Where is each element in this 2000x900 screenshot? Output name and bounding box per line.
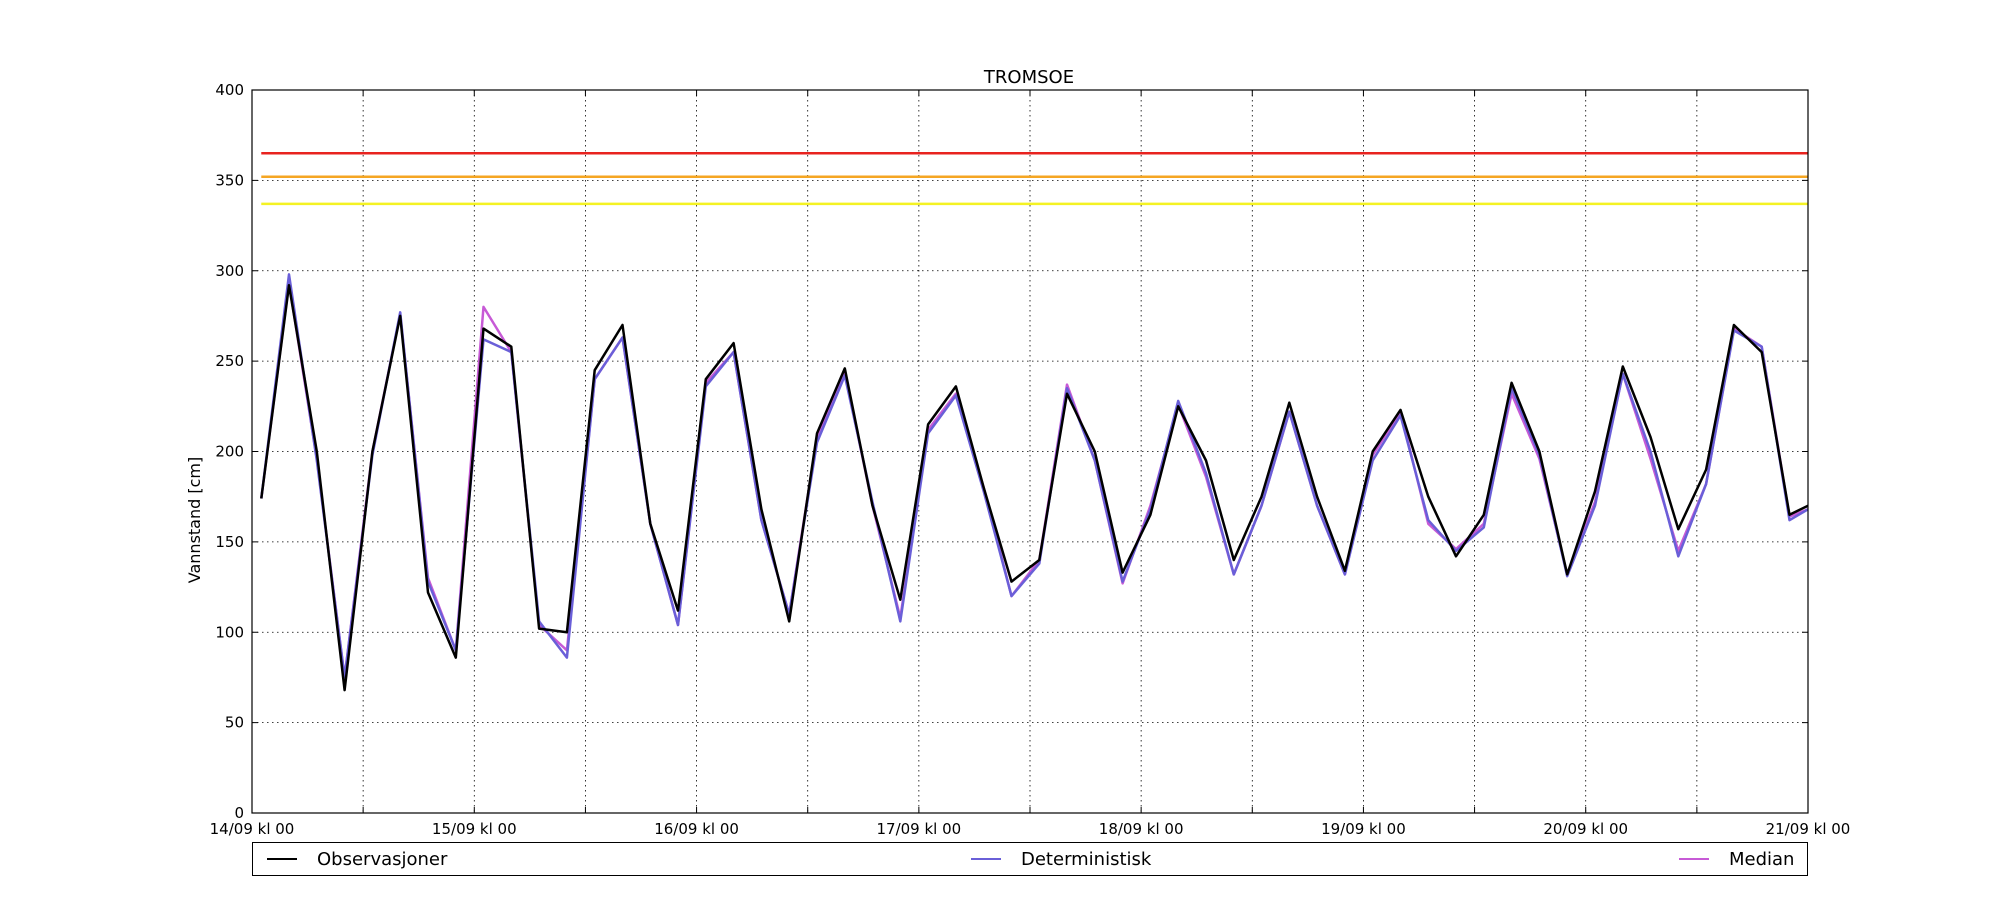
legend-item-median: Median [1679, 843, 1794, 875]
legend-item-deterministisk: Deterministisk [971, 843, 1151, 875]
y-tick-label: 50 [225, 714, 244, 732]
observasjoner-line [260, 283, 1809, 692]
y-tick-label: 350 [215, 171, 244, 189]
legend: Observasjoner Deterministisk Median [252, 842, 1808, 876]
x-tick-label: 16/09 kl 00 [654, 820, 739, 838]
y-tick-label: 100 [215, 623, 244, 641]
y-tick-label: 400 [215, 81, 244, 99]
threshold-layer [261, 152, 1808, 206]
legend-label-deterministisk: Deterministisk [1021, 848, 1152, 870]
y-tick-label: 200 [215, 443, 244, 461]
x-tick-label: 18/09 kl 00 [1099, 820, 1184, 838]
median-line [260, 282, 1809, 679]
legend-swatch-median [1679, 858, 1709, 860]
y-tick-label: 250 [215, 352, 244, 370]
legend-label-observasjoner: Observasjoner [317, 848, 448, 870]
y-axis-title: Vannstand [cm] [185, 457, 204, 583]
x-tick-label: 14/09 kl 00 [210, 820, 295, 838]
legend-swatch-observasjoner [267, 858, 297, 860]
y-tick-label: 0 [234, 804, 244, 822]
x-tick-label: 20/09 kl 00 [1543, 820, 1628, 838]
chart-title: TROMSOE [983, 67, 1074, 88]
y-tick-label: 300 [215, 262, 244, 280]
grid-layer [252, 90, 1808, 813]
legend-swatch-deterministisk [971, 858, 1001, 860]
x-tick-label: 19/09 kl 00 [1321, 820, 1406, 838]
legend-label-median: Median [1729, 848, 1795, 870]
legend-item-observasjoner: Observasjoner [267, 843, 447, 875]
series-layer [260, 273, 1809, 692]
x-tick-label: 15/09 kl 00 [432, 820, 517, 838]
x-tick-label: 21/09 kl 00 [1766, 820, 1851, 838]
y-tick-label: 150 [215, 533, 244, 551]
x-tick-label: 17/09 kl 00 [876, 820, 961, 838]
tick-layer: 0 50 100 150 200 250 300 350 400 14/09 kl 00 15/09… [210, 81, 1851, 838]
